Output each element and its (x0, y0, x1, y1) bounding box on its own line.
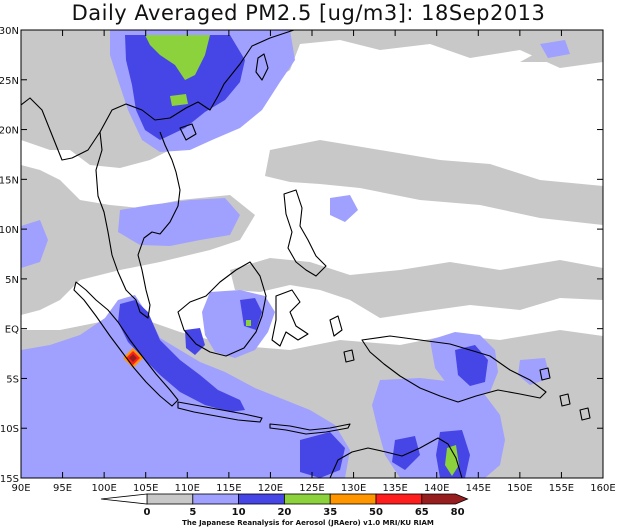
colorbar-label: 80 (451, 507, 465, 518)
lon-label: 155E (549, 483, 574, 494)
tick-marks (20, 29, 604, 479)
lat-label: 25N (0, 76, 19, 87)
lon-label: 145E (466, 483, 491, 494)
lat-label: EQ (5, 325, 19, 336)
coastline-maluku (329, 315, 355, 363)
lat-label: 5S (6, 374, 19, 385)
data-credit: The Japanese Reanalysis for Aerosol (JRA… (182, 519, 434, 527)
lon-label: 100E (91, 483, 116, 494)
lon-label: 125E (299, 483, 324, 494)
lon-label: 110E (175, 483, 200, 494)
coastline-borneo (177, 261, 267, 357)
colorbar-label: 0 (144, 507, 151, 518)
coastlines (21, 30, 591, 478)
colorbar-segment (329, 493, 377, 505)
coastline-new-guinea (361, 335, 547, 403)
lat-label: 15S (0, 474, 19, 485)
coastline-lesser-sunda (269, 423, 351, 435)
lon-label: 95E (53, 483, 72, 494)
coastline-sulawesi (271, 289, 309, 347)
lon-label: 105E (133, 483, 158, 494)
colorbar-label: 20 (277, 507, 291, 518)
lon-label: 120E (258, 483, 283, 494)
colorbar-segment (283, 493, 331, 505)
pm25-shading-20-35 (118, 35, 488, 478)
map-title: Daily Averaged PM2.5 [ug/m3]: 18Sep2013 (71, 1, 546, 25)
plot-area (21, 30, 603, 478)
coastline-asia-mainland (21, 30, 295, 161)
lat-label: 20N (0, 126, 19, 137)
lat-label: 10N (0, 225, 19, 236)
colorbar-segment (375, 493, 423, 505)
longitude-labels: 90E 95E 100E 105E 110E 115E 120E 125E 130E 135E 14… (11, 483, 615, 494)
coastline-pacific-islands (539, 367, 591, 421)
coastline-australia (329, 437, 463, 478)
coastline-taiwan (255, 53, 269, 81)
colorbar-label: 50 (369, 507, 383, 518)
coastline-philippines (283, 189, 327, 277)
colorbar-label: 65 (415, 507, 429, 518)
colorbar-label: 10 (232, 507, 246, 518)
lon-label: 140E (424, 483, 449, 494)
lon-label: 160E (590, 483, 615, 494)
lat-label: 10S (0, 424, 19, 435)
colorbar-segment (238, 493, 285, 505)
pm25-shading-35-50 (145, 35, 459, 476)
lat-label: 5N (5, 275, 19, 286)
colorbar: 0 5 10 20 35 50 65 80 (100, 493, 469, 518)
coastline-hainan (179, 123, 197, 141)
lon-label: 130E (341, 483, 366, 494)
lon-label: 90E (11, 483, 30, 494)
colorbar-label: 35 (323, 507, 337, 518)
colorbar-segment (146, 493, 194, 505)
lon-label: 150E (507, 483, 532, 494)
lon-label: 135E (382, 483, 407, 494)
colorbar-segment (100, 493, 148, 505)
colorbar-segment (421, 493, 469, 505)
coastline-sumatra (73, 281, 179, 407)
latitude-labels: 30N 25N 20N 15N 10N 5N EQ 5S 10S 15S (0, 26, 19, 485)
lon-label: 115E (216, 483, 241, 494)
lat-label: 30N (0, 26, 19, 37)
colorbar-segment (192, 493, 240, 505)
coastline-java (177, 401, 263, 423)
coastline-indochina (95, 131, 181, 319)
lat-label: 15N (0, 175, 19, 186)
colorbar-label: 5 (189, 507, 196, 518)
